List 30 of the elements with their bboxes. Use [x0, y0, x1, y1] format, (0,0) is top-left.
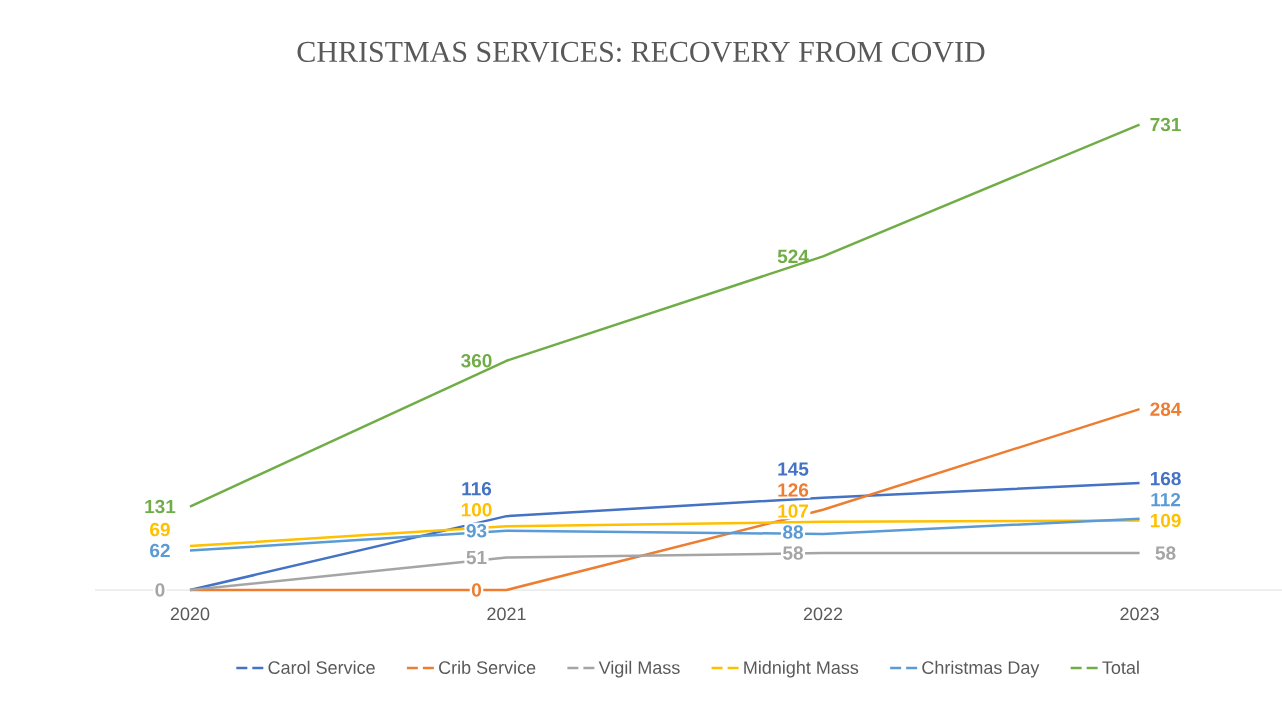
data-label: 109	[1150, 513, 1181, 528]
legend-label: Christmas Day	[922, 660, 1040, 678]
data-label: 126	[778, 483, 809, 497]
data-label: 168	[1150, 471, 1181, 486]
data-label: 88	[783, 525, 803, 539]
x-tick-label: 2023	[1120, 607, 1159, 621]
data-label: 524	[777, 249, 809, 264]
data-label: 731	[1150, 117, 1181, 132]
data-label: 116	[462, 482, 492, 496]
data-label: 131	[145, 499, 176, 514]
legend-label: Midnight Mass	[744, 660, 859, 678]
chart-title: CHRISTMAS SERVICES: RECOVERY FROM COVID	[297, 41, 985, 63]
data-label: 112	[1151, 492, 1181, 507]
data-label: 69	[150, 522, 170, 537]
legend-label: Vigil Mass	[598, 660, 680, 678]
data-label: 100	[461, 503, 492, 517]
data-label: 93	[466, 524, 487, 538]
data-label: 0	[471, 583, 481, 597]
data-label: 62	[150, 543, 170, 558]
legend-label: Total	[1102, 660, 1139, 674]
x-tick-label: 2021	[487, 607, 526, 621]
x-tick-label: 2020	[170, 607, 210, 621]
data-label: 0	[155, 583, 165, 597]
x-tick-label: 2022	[803, 607, 843, 621]
data-label: 58	[1155, 546, 1176, 560]
legend-label: Carol Service	[268, 660, 375, 674]
legend-label: Crib Service	[439, 660, 536, 674]
data-label: 284	[1150, 402, 1182, 416]
data-label: 360	[461, 354, 492, 368]
data-label: 145	[778, 462, 809, 476]
